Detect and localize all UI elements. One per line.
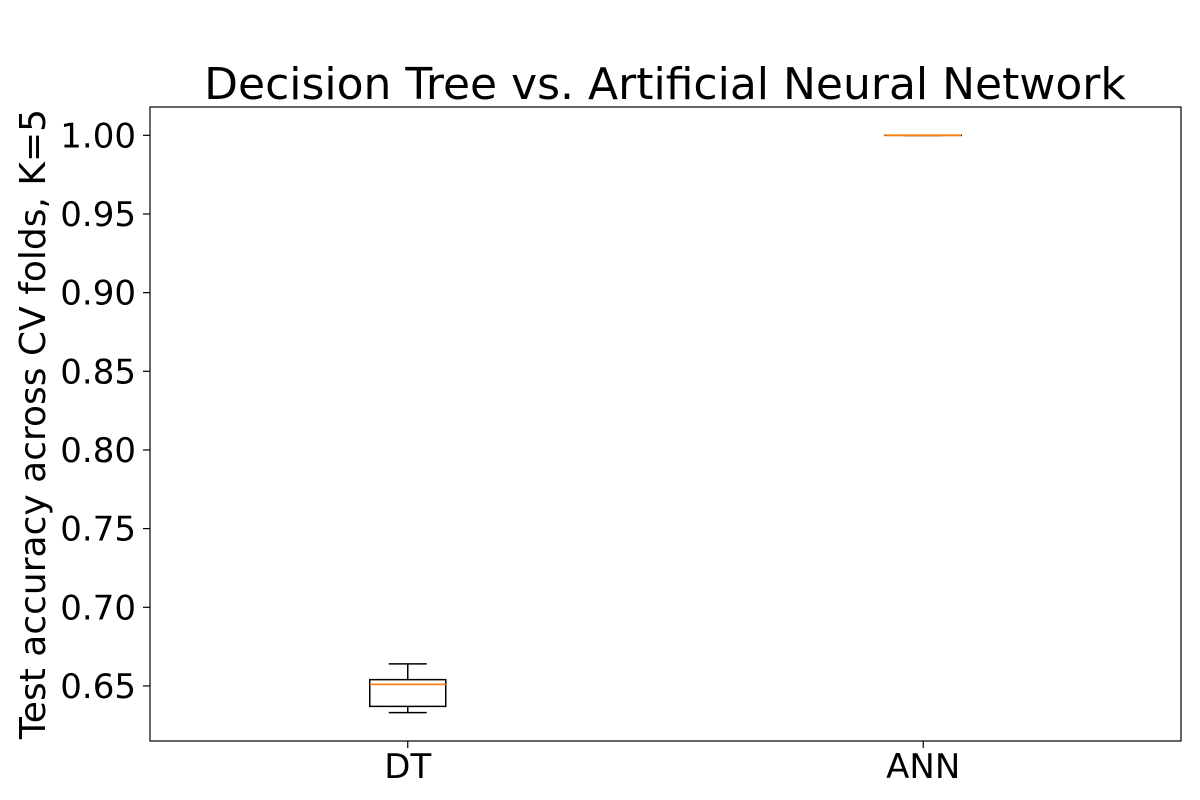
y-axis-ticks: 0.65 0.70 0.75 0.80 0.85 0.90 0.95 1.00 <box>60 116 150 707</box>
box-dt <box>369 663 447 714</box>
chart-title: Decision Tree vs. Artificial Neural Netw… <box>204 59 1126 110</box>
y-tick-label: 0.75 <box>60 510 136 550</box>
y-axis-label: Test accuracy across CV folds, K=5 <box>13 109 54 740</box>
plot-area-frame <box>149 106 1182 742</box>
x-axis-ticks: DT ANN <box>384 741 960 787</box>
y-tick-label: 0.85 <box>60 352 136 392</box>
x-tick-label: DT <box>384 747 431 787</box>
y-tick-label: 0.80 <box>60 431 136 471</box>
box-plots <box>369 134 962 714</box>
y-tick-label: 0.90 <box>60 274 136 314</box>
y-tick-label: 0.65 <box>60 667 136 707</box>
box-iqr <box>369 678 447 708</box>
y-tick-label: 0.70 <box>60 588 136 628</box>
y-tick-label: 0.95 <box>60 195 136 235</box>
x-tick-label: ANN <box>886 747 960 787</box>
y-tick-label: 1.00 <box>60 116 136 156</box>
